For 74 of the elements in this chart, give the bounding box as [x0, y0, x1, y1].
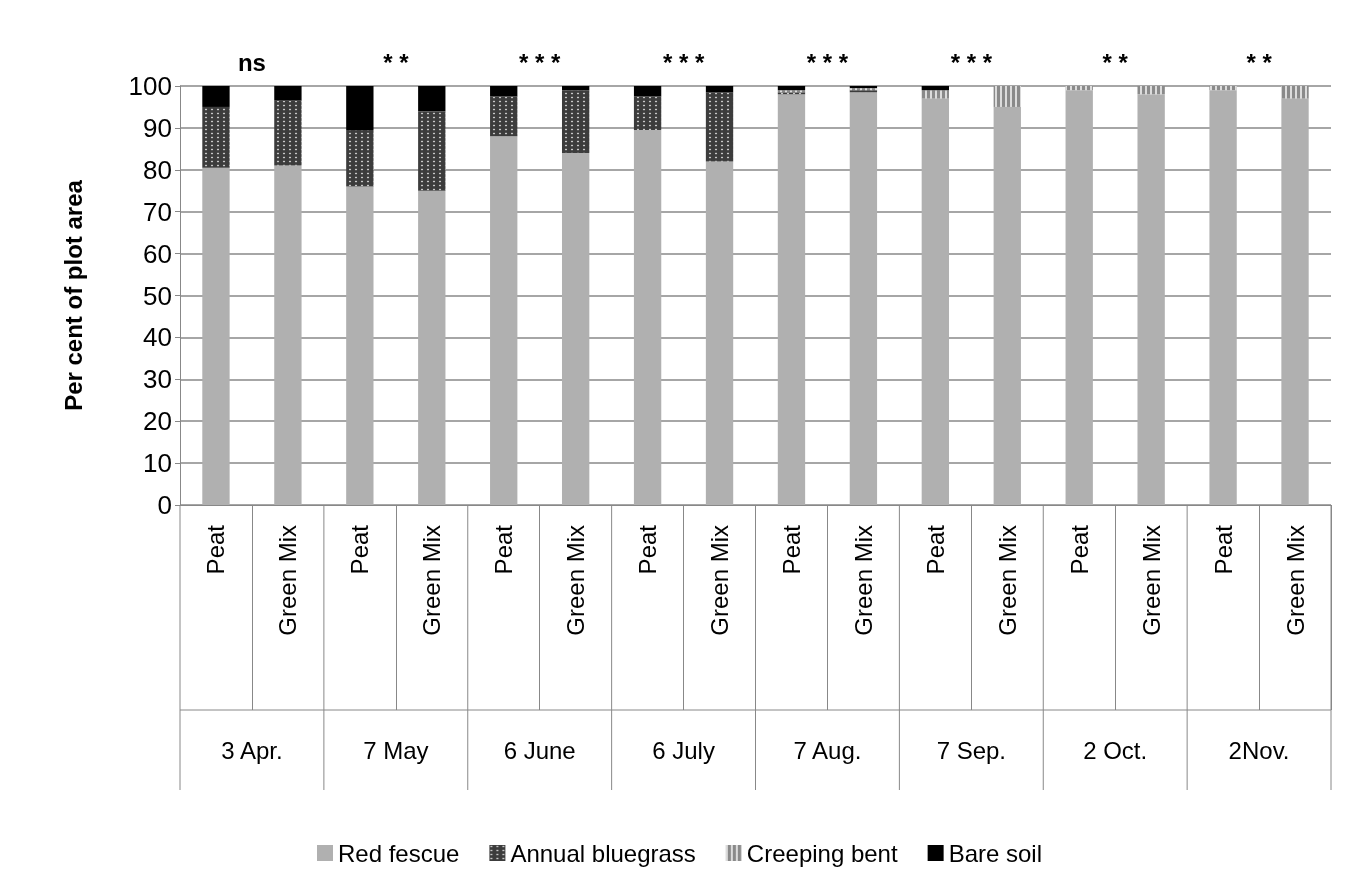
y-tick-label: 80 [143, 154, 172, 185]
bar [490, 86, 518, 97]
text: 3 Apr. [221, 736, 283, 764]
text: * * * [950, 48, 993, 76]
y-tick-label: 70 [143, 196, 172, 227]
bar [1137, 94, 1165, 505]
y-tick-label: 10 [143, 448, 172, 479]
x-tick-label: Green Mix [1137, 525, 1165, 636]
text: * * [1246, 48, 1273, 76]
bar [1281, 98, 1309, 505]
y-tick-label: 100 [128, 71, 172, 101]
x-tick-label: Peat [921, 524, 949, 575]
bar [561, 86, 590, 91]
text: 7 May [363, 736, 429, 764]
bar [777, 94, 806, 505]
bar [633, 130, 662, 505]
x-tick-label: Green Mix [274, 525, 302, 636]
x-tick-label: Green Mix [562, 525, 590, 636]
x-tick-label: Green Mix [993, 525, 1021, 636]
bar [418, 190, 446, 505]
bar [1209, 90, 1237, 505]
y-tick-label: 40 [143, 322, 172, 353]
legend-label: Bare soil [948, 839, 1043, 867]
y-tick-label: 50 [143, 280, 172, 311]
text: 2Nov. [1228, 736, 1290, 764]
legend-label: Annual bluegrass [510, 839, 696, 867]
y-tick-label: 30 [143, 364, 172, 395]
bar [490, 136, 518, 505]
legend-label: Creeping bent [746, 839, 898, 867]
bar [705, 86, 734, 93]
text: * * [1102, 48, 1129, 76]
text: 2 Oct. [1083, 736, 1148, 764]
legend-label: Red fescue [337, 839, 460, 867]
bar [633, 86, 662, 97]
x-tick-label: Green Mix [1281, 525, 1309, 636]
x-tick-label: Peat [490, 524, 518, 575]
bar [993, 106, 1021, 505]
text: * * * [519, 48, 562, 76]
y-tick-label: 20 [143, 406, 172, 437]
x-tick-label: Peat [1209, 524, 1237, 575]
y-tick-label: 0 [157, 490, 172, 520]
bar [849, 92, 878, 505]
text: * * * [806, 48, 849, 76]
x-tick-label: Green Mix [418, 525, 446, 636]
text: 6 June [503, 736, 576, 764]
bar [1065, 90, 1093, 505]
text: 6 July [652, 736, 715, 764]
bar [202, 167, 230, 505]
bar [202, 86, 230, 107]
x-tick-label: Green Mix [706, 525, 734, 636]
bar [921, 98, 950, 505]
x-tick-label: Peat [634, 524, 662, 575]
text: 7 Sep. [936, 736, 1007, 764]
bar [274, 165, 302, 505]
y-tick-label: 90 [143, 112, 172, 143]
x-tick-label: Peat [202, 524, 230, 575]
x-tick-label: Peat [1065, 524, 1093, 575]
text: * * [383, 48, 410, 76]
bar [777, 86, 806, 91]
bar [921, 86, 950, 91]
bar [561, 153, 590, 505]
bar [418, 86, 446, 112]
text: 7 Aug. [793, 736, 862, 764]
bar [274, 86, 302, 101]
bar [346, 86, 374, 130]
text: ns [237, 48, 266, 76]
bar [705, 161, 734, 505]
y-tick-label: 60 [143, 238, 172, 269]
x-tick-label: Green Mix [849, 525, 877, 636]
bar [346, 186, 374, 505]
text: * * * [662, 48, 705, 76]
x-tick-label: Peat [777, 524, 805, 575]
x-tick-label: Peat [346, 524, 374, 575]
y-axis-title: Per cent of plot area [59, 179, 87, 411]
